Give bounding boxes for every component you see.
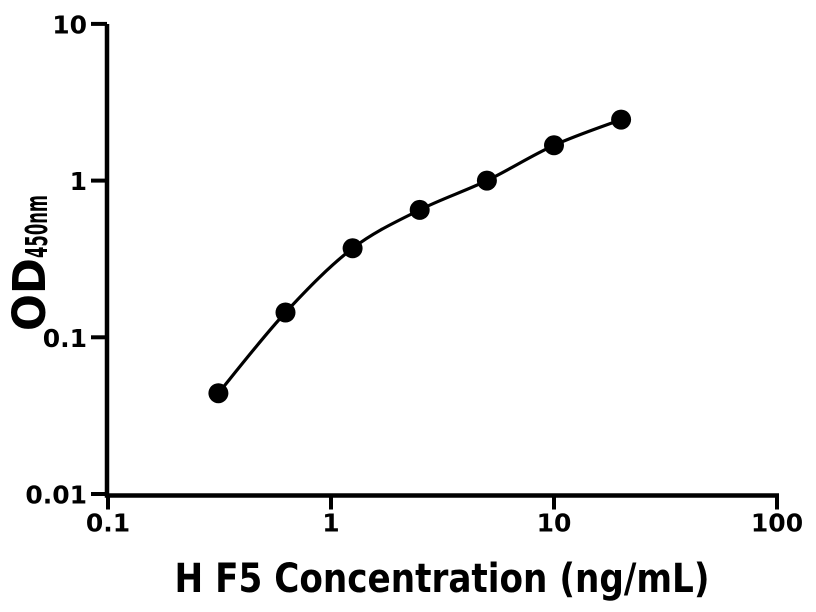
x-axis-title: H F5 Concentration (ng/mL) xyxy=(175,556,710,602)
x-tick-label: 0.1 xyxy=(86,509,130,538)
data-point-marker xyxy=(342,238,363,259)
data-point-marker xyxy=(544,135,564,156)
data-point-marker xyxy=(275,302,296,323)
data-point-marker xyxy=(611,109,632,130)
x-tick-label: 1 xyxy=(322,509,339,538)
y-tick-label: 0.1 xyxy=(43,324,87,353)
y-tick-label: 0.01 xyxy=(25,481,87,510)
y-axis-title-main: OD xyxy=(3,258,56,331)
data-point-marker xyxy=(409,199,430,220)
y-tick-label: 1 xyxy=(70,167,87,196)
y-axis-title: OD450nm xyxy=(3,195,56,331)
data-point-marker xyxy=(476,170,497,191)
y-axis-title-subscript: 450nm xyxy=(20,195,55,258)
data-point-marker xyxy=(208,383,229,404)
x-tick-label: 100 xyxy=(751,509,803,538)
y-tick-label: 10 xyxy=(52,10,87,39)
x-tick-label: 10 xyxy=(537,509,572,538)
